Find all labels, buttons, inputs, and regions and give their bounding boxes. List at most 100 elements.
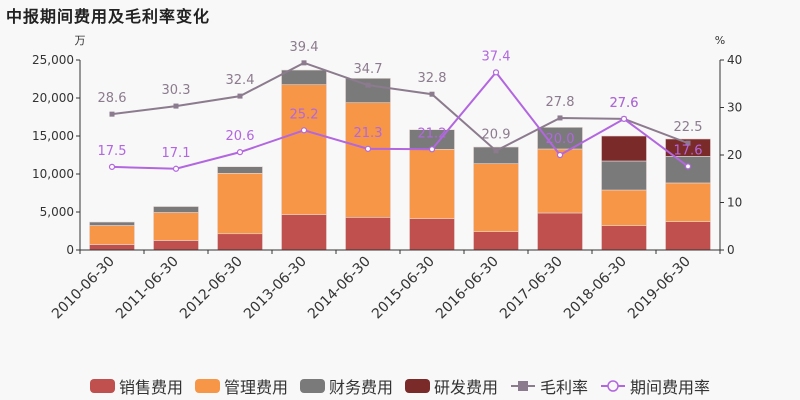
left-tick-label: 15,000: [32, 129, 74, 143]
gross-margin-label: 39.4: [290, 40, 319, 55]
bar-segment-2: [89, 225, 135, 245]
expense-ratio-label: 20.6: [226, 129, 255, 144]
data-labels-layer: 28.6 30.3 32.4 39.4 34.7 32.8 20.9 27.8 27.6 22.5…: [98, 40, 703, 161]
legend-swatch: [299, 379, 325, 393]
bar-segment-1: [537, 212, 583, 251]
x-tick-label: 2018-06-30: [561, 254, 630, 323]
gross-margin-point: [365, 82, 371, 88]
bar-segment-3: [153, 206, 199, 213]
bar-segment-1: [601, 225, 647, 251]
right-axis-unit: %: [715, 34, 725, 47]
bar-segment-1: [409, 218, 455, 251]
x-tick-label: 2019-06-30: [625, 254, 694, 323]
line-gross-margin: [111, 61, 689, 152]
expense-ratio-point: [556, 151, 564, 159]
left-tick-label: 10,000: [32, 167, 74, 181]
expense-ratio-point: [108, 163, 116, 170]
expense-ratio-point: [620, 115, 628, 123]
expense-ratio-point: [428, 146, 436, 153]
bar-segment-2: [473, 163, 519, 232]
line-expense-ratio: [111, 70, 689, 170]
left-tick-label: 20,000: [32, 91, 74, 105]
x-tick-label: 2012-06-30: [177, 254, 246, 323]
right-tick-label: 0: [727, 243, 735, 257]
gross-margin-label: 22.5: [674, 120, 703, 135]
legend-item[interactable]: 毛利率: [510, 374, 588, 398]
bar-segment-3: [345, 78, 391, 104]
legend-item[interactable]: 期间费用率: [600, 374, 710, 398]
gross-margin-point: [301, 60, 307, 66]
legend-item[interactable]: 研发费用: [405, 374, 498, 398]
x-tick-label: 2011-06-30: [113, 254, 182, 323]
legend-label: 研发费用: [434, 378, 499, 397]
expense-ratio-label: 20.0: [546, 132, 575, 147]
legend-label: 管理费用: [223, 378, 288, 397]
bar-segment-2: [281, 84, 327, 215]
expense-ratio-label: 25.2: [290, 107, 319, 122]
expense-ratio-label: 17.1: [162, 146, 191, 161]
right-tick-label: 40: [727, 53, 742, 67]
x-tick-label: 2014-06-30: [305, 254, 374, 323]
expense-ratio-point: [492, 69, 500, 76]
bar-segment-2: [665, 182, 711, 222]
gross-margin-label: 27.6: [610, 96, 639, 111]
legend-item[interactable]: 销售费用: [89, 374, 183, 398]
left-tick-label: 0: [66, 243, 74, 257]
bar-segment-3: [537, 127, 583, 150]
legend-item[interactable]: 财务费用: [299, 374, 393, 398]
right-tick-label: 30: [727, 101, 742, 115]
left-tick-label: 5,000: [40, 205, 74, 219]
gross-margin-label: 27.8: [546, 95, 575, 110]
legend-label: 财务费用: [328, 378, 393, 397]
legend-swatch: [89, 379, 115, 393]
x-tick-label: 2010-06-30: [49, 254, 118, 323]
bar-segment-1: [281, 214, 327, 251]
bar-segment-2: [345, 102, 391, 218]
x-tick-label: 2017-06-30: [497, 254, 566, 323]
gross-margin-label: 20.9: [482, 128, 511, 143]
gross-margin-label: 28.6: [98, 91, 127, 106]
gross-margin-label: 32.8: [418, 71, 447, 86]
expense-ratio-point: [300, 127, 308, 134]
expense-ratio-label: 17.5: [98, 144, 127, 159]
gross-margin-point: [173, 103, 179, 109]
gross-margin-label: 30.3: [162, 83, 191, 98]
legend-label: 期间费用率: [630, 378, 711, 397]
circle-marker-icon: [601, 380, 626, 392]
legend-swatch: [405, 379, 430, 393]
expense-ratio-point: [684, 163, 692, 170]
expense-ratio-label: 21.3: [354, 126, 383, 141]
square-marker-icon: [511, 381, 536, 391]
x-tick-label: 2015-06-30: [369, 254, 438, 323]
right-tick-label: 10: [727, 196, 742, 210]
expense-ratio-label: 37.4: [482, 49, 511, 64]
expense-ratio-label: 17.6: [674, 143, 703, 158]
bar-segment-3: [281, 69, 327, 85]
chart-title: 中报期间费用及毛利率变化: [6, 7, 211, 26]
expense-ratio-point: [172, 165, 180, 172]
bar-segment-3: [665, 156, 711, 184]
bar-segment-1: [217, 233, 263, 251]
expense-ratio-point: [236, 149, 244, 156]
gross-margin-point: [109, 111, 115, 117]
expense-ratio-point: [364, 145, 372, 152]
expense-ratio-label: 21.2: [418, 126, 447, 141]
gross-margin-label: 34.7: [354, 62, 383, 77]
bar-segment-1: [473, 231, 519, 251]
gross-margin-point: [557, 115, 563, 121]
bar-segment-3: [601, 160, 647, 191]
expense-ratio-label: 27.6: [610, 96, 639, 111]
bar-segment-1: [345, 217, 391, 251]
gross-margin-label: 32.4: [226, 73, 255, 88]
legend-label: 销售费用: [118, 378, 183, 397]
legend-item[interactable]: 管理费用: [194, 374, 288, 398]
gross-margin-point: [237, 93, 243, 99]
x-tick-label: 2013-06-30: [241, 254, 310, 323]
bar-segment-3: [473, 146, 519, 164]
x-tick-label: 2016-06-30: [433, 254, 502, 323]
bar-segment-1: [153, 240, 199, 251]
bar-segment-2: [409, 149, 455, 219]
bar-segment-3: [89, 221, 135, 226]
bar-segment-2: [153, 212, 199, 241]
right-tick-label: 20: [727, 148, 742, 162]
